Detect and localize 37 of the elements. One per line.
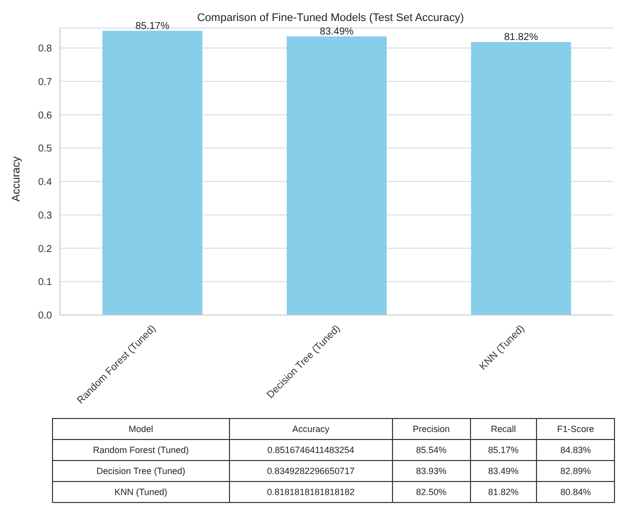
text: 80.84% xyxy=(536,482,614,502)
y-tick-label: 0.6 xyxy=(38,110,52,122)
y-tick-label: 0.4 xyxy=(38,177,52,188)
text: 0.8349282296650717 xyxy=(229,460,392,482)
text: 85.54% xyxy=(392,440,470,460)
text: 82.89% xyxy=(536,460,614,482)
text: 0.8516746411483254 xyxy=(229,440,392,460)
bar xyxy=(102,30,202,315)
text: Random Forest (Tuned) xyxy=(52,440,230,460)
text: 84.83% xyxy=(536,440,614,460)
y-tick-label: 0.2 xyxy=(38,244,52,255)
text: 83.93% xyxy=(392,460,470,482)
bar xyxy=(471,42,572,315)
data-label: 83.49% xyxy=(320,26,354,38)
y-axis-title: Accuracy xyxy=(10,156,23,202)
data-label: 85.17% xyxy=(135,20,170,32)
y-tick-label: 0.3 xyxy=(38,210,52,222)
category-label: Precision xyxy=(392,418,470,440)
data-label: 81.82% xyxy=(504,32,538,43)
bar xyxy=(286,36,387,315)
category-label: Recall xyxy=(470,418,537,440)
text: 81.82% xyxy=(470,482,537,502)
category-label: Model xyxy=(52,418,230,440)
text: 83.49% xyxy=(470,460,537,482)
y-tick-label: 0.5 xyxy=(38,144,52,155)
y-tick-label: 0.8 xyxy=(38,44,52,55)
text: Decision Tree (Tuned) xyxy=(52,460,230,482)
text: KNN (Tuned) xyxy=(52,482,230,502)
category-label: Accuracy xyxy=(229,418,392,440)
category-label: F1-Score xyxy=(536,418,614,440)
text: 0.8181818181818182 xyxy=(229,482,392,502)
y-tick-label: 0.1 xyxy=(38,277,52,288)
y-tick-label: 0.0 xyxy=(38,310,52,322)
y-tick-label: 0.7 xyxy=(38,76,52,88)
text: 85.17% xyxy=(470,440,537,460)
chart-title: Comparison of Fine-Tuned Models (Test Set Accuracy) xyxy=(197,12,464,24)
text: 82.50% xyxy=(392,482,470,502)
